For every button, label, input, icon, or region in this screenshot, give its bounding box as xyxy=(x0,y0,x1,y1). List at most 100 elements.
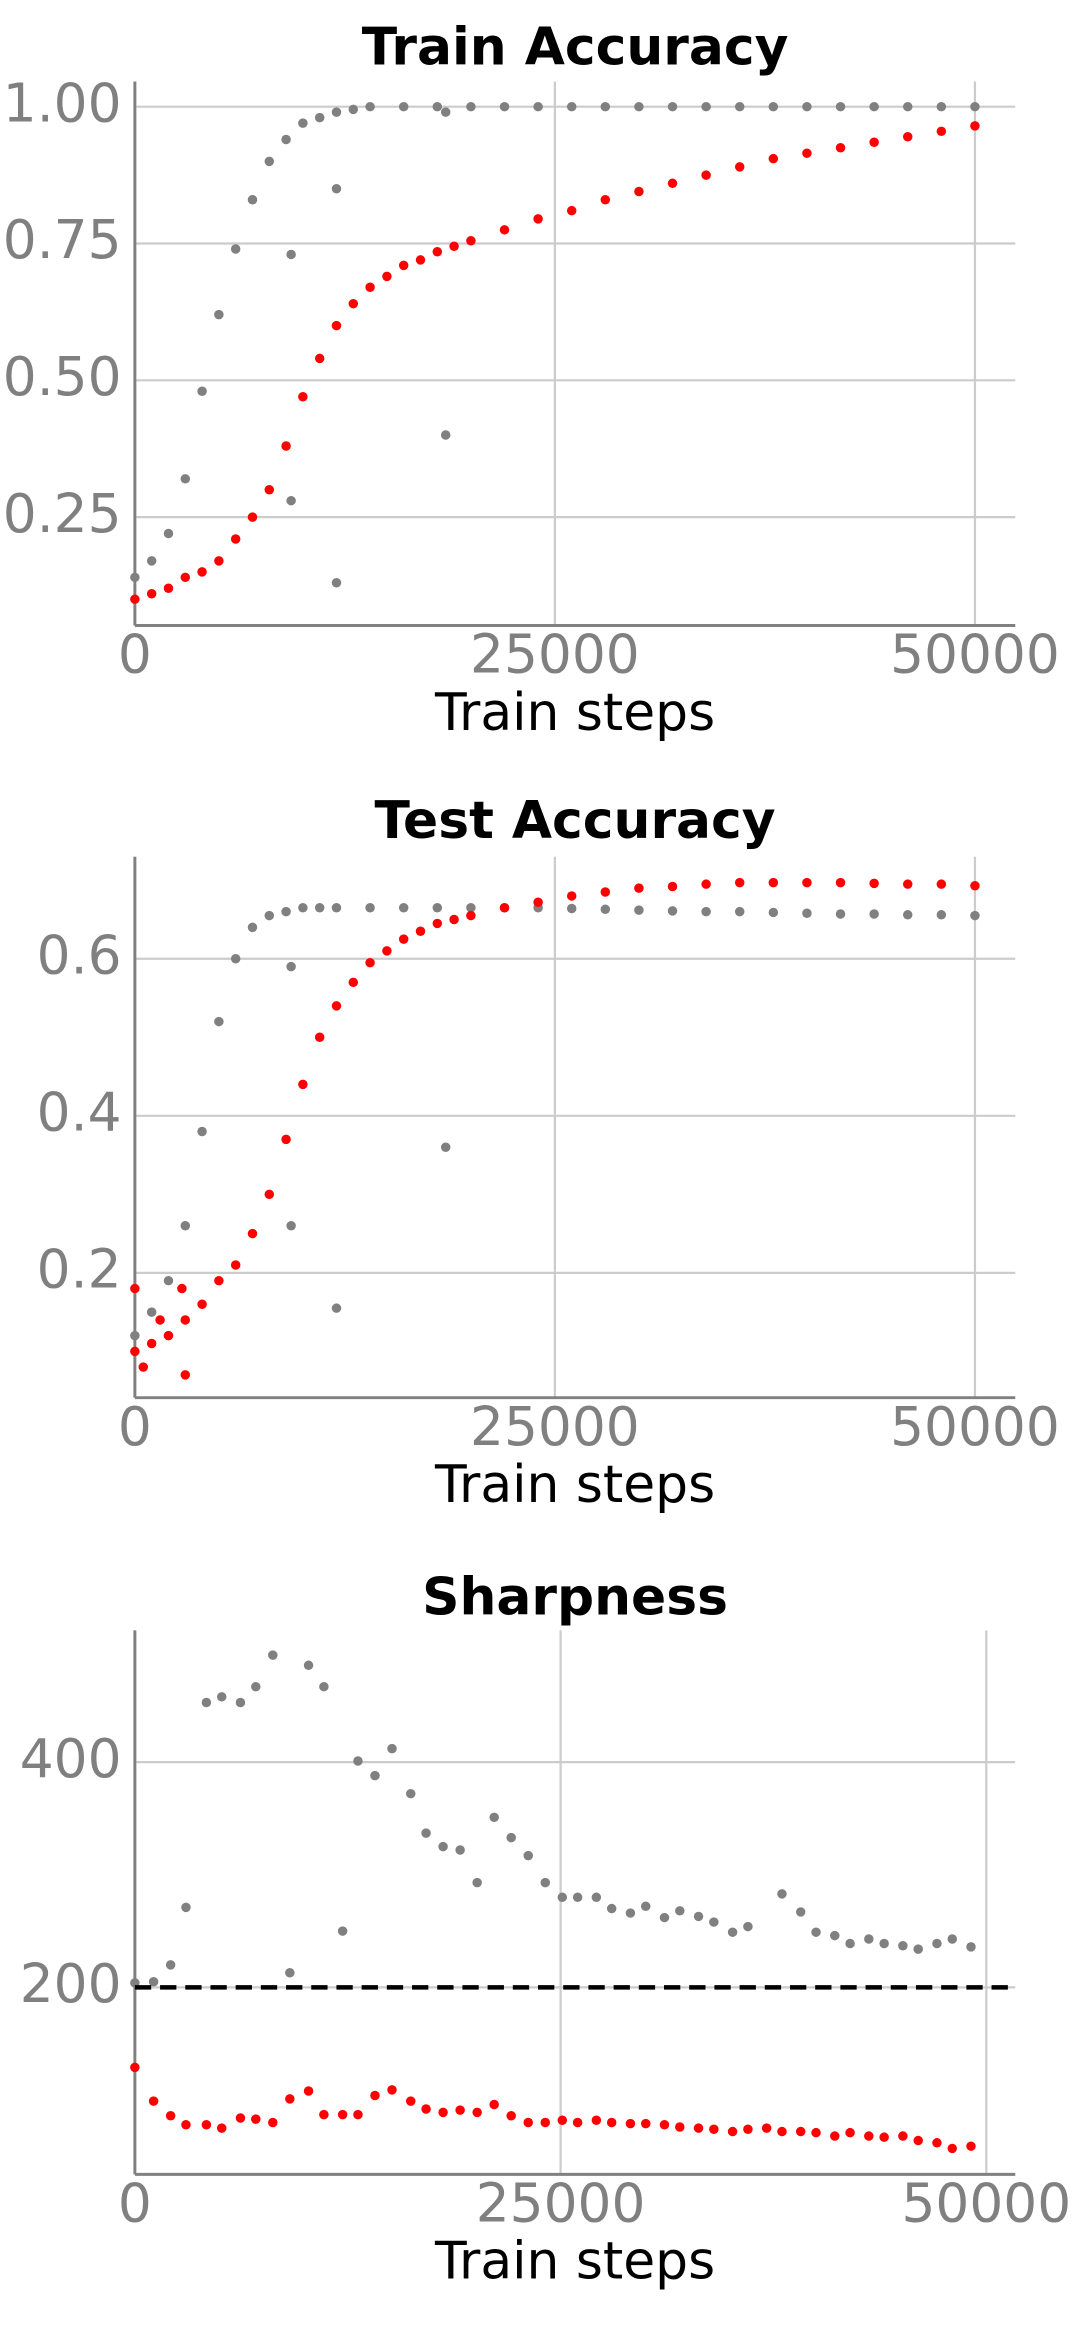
data-point xyxy=(600,904,611,915)
data-point xyxy=(130,572,140,583)
data-point xyxy=(181,1902,191,1913)
data-point xyxy=(130,594,140,604)
data-point xyxy=(506,1832,516,1843)
data-point xyxy=(230,534,241,544)
data-point xyxy=(214,309,224,320)
data-point xyxy=(902,910,913,920)
data-point xyxy=(432,246,443,257)
data-point xyxy=(353,1756,363,1766)
data-point xyxy=(709,2124,719,2135)
chart-title: Test Accuracy xyxy=(375,791,776,851)
data-point xyxy=(802,101,812,112)
data-point xyxy=(523,2117,533,2128)
data-point xyxy=(835,909,846,919)
data-point xyxy=(472,1877,482,1888)
data-point xyxy=(913,1944,923,1954)
data-point xyxy=(387,1743,397,1754)
data-point xyxy=(268,1650,278,1660)
data-point xyxy=(795,1907,806,1917)
data-point xyxy=(566,101,577,112)
data-point xyxy=(165,2111,176,2121)
data-point xyxy=(466,910,476,921)
data-point xyxy=(440,1142,451,1152)
data-point xyxy=(455,1845,465,1855)
data-point xyxy=(398,101,409,112)
data-point xyxy=(499,225,510,235)
data-point xyxy=(734,906,745,917)
data-point xyxy=(415,926,426,937)
data-point xyxy=(251,2114,261,2124)
data-point xyxy=(440,107,451,117)
data-point xyxy=(181,2120,191,2130)
data-point xyxy=(898,2131,908,2141)
data-point xyxy=(932,2138,942,2148)
data-point xyxy=(947,1934,958,1944)
data-point xyxy=(913,2135,923,2146)
data-point xyxy=(165,1960,176,1970)
data-point xyxy=(449,914,459,925)
data-point xyxy=(314,112,325,123)
data-point xyxy=(869,137,879,148)
data-point xyxy=(163,528,174,539)
data-point xyxy=(180,572,191,583)
data-point xyxy=(869,909,879,919)
data-point xyxy=(693,1911,704,1922)
data-point xyxy=(947,2143,958,2154)
data-point xyxy=(970,121,980,131)
data-point xyxy=(864,1934,874,1944)
data-point xyxy=(421,2104,431,2114)
data-point xyxy=(286,1220,296,1231)
x-tick-label: 50000 xyxy=(890,1395,1060,1458)
data-point xyxy=(625,1908,636,1918)
data-point xyxy=(264,1189,275,1200)
x-tick-label: 50000 xyxy=(901,2172,1071,2235)
data-point xyxy=(331,902,342,913)
x-tick-label: 25000 xyxy=(476,2172,646,2235)
data-point xyxy=(235,2113,246,2123)
data-point xyxy=(734,101,745,112)
data-point xyxy=(415,255,426,265)
data-point xyxy=(970,910,980,921)
data-point xyxy=(148,1977,159,1987)
data-point xyxy=(640,2118,651,2129)
chart-title: Sharpness xyxy=(422,1568,728,1628)
data-point xyxy=(146,556,157,566)
data-point xyxy=(180,1370,191,1380)
data-point xyxy=(331,107,342,117)
data-point xyxy=(365,957,375,968)
data-point xyxy=(659,2120,670,2130)
chart: Sharpness 200 400 0 25000 50000 Train steps xyxy=(20,1568,1071,2292)
data-point xyxy=(432,101,443,112)
data-point xyxy=(382,946,392,956)
data-point xyxy=(879,1938,889,1949)
data-point xyxy=(489,1812,499,1823)
data-point xyxy=(966,1942,976,1952)
data-point xyxy=(734,877,745,888)
data-point xyxy=(298,1079,308,1090)
data-point xyxy=(314,1032,325,1043)
data-point xyxy=(572,2117,583,2128)
data-point xyxy=(777,1889,787,1899)
y-tick-label: 0.6 xyxy=(37,923,122,986)
data-point xyxy=(216,1692,227,1702)
y-tick-label: 200 xyxy=(20,1952,122,2015)
data-point xyxy=(835,142,846,153)
data-point xyxy=(438,2107,448,2118)
x-axis-label: Train steps xyxy=(434,1455,715,1515)
data-point xyxy=(146,588,157,599)
data-point xyxy=(489,2099,499,2110)
data-point xyxy=(879,2132,889,2142)
data-point xyxy=(466,236,476,246)
data-point xyxy=(701,906,711,917)
data-point xyxy=(566,903,577,914)
chart: Test Accuracy 0.2 0.4 0.6 0 25000 50000 Train s… xyxy=(37,791,1060,1515)
data-point xyxy=(201,2120,212,2130)
data-point xyxy=(466,101,476,112)
data-point xyxy=(197,1299,207,1309)
data-point xyxy=(523,1850,533,1861)
data-point xyxy=(667,906,678,916)
x-tick-label: 0 xyxy=(118,1395,152,1458)
data-point xyxy=(540,2117,551,2128)
data-point xyxy=(155,1315,165,1325)
x-tick-label: 0 xyxy=(118,2172,152,2235)
